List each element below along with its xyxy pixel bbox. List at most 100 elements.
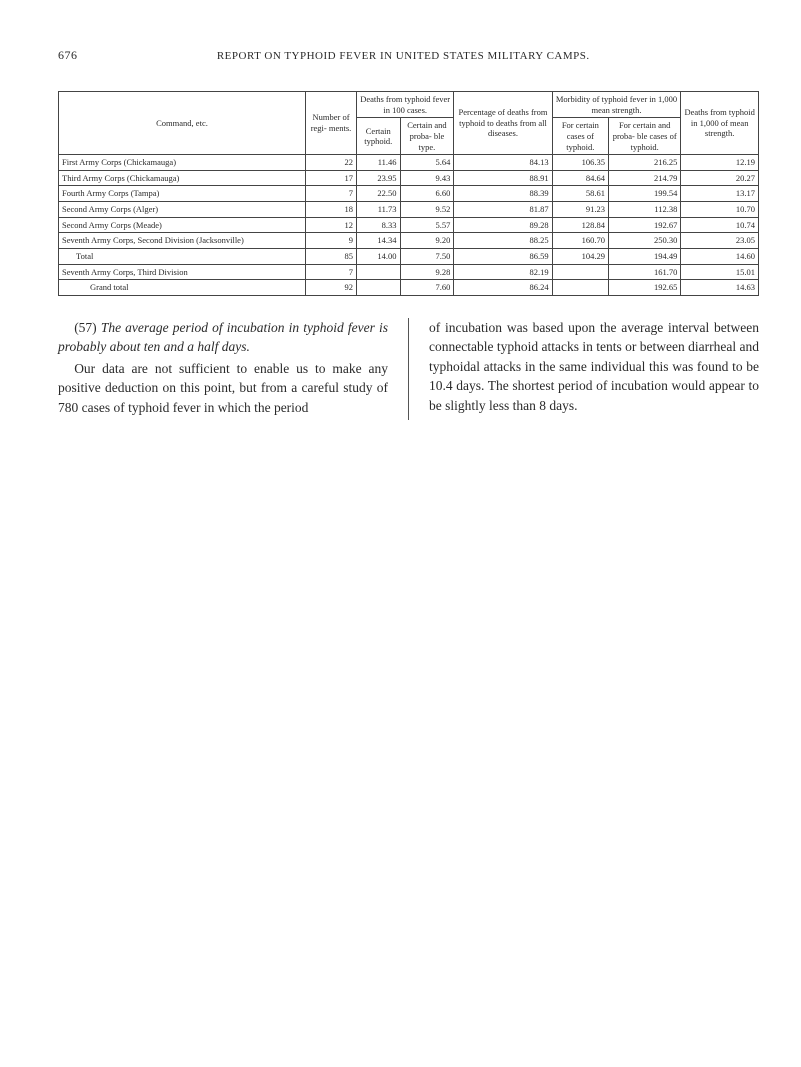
th-deaths-certain: Certain typhoid. [357,118,401,155]
cell-pct: 89.28 [454,217,552,233]
cell-n: 9 [306,233,357,249]
row-label: Second Army Corps (Alger) [59,202,306,218]
column-separator [408,318,409,420]
cell-pct: 84.13 [454,155,552,171]
cell-ds: 14.60 [681,248,759,264]
page-header: 676 REPORT ON TYPHOID FEVER IN UNITED ST… [58,48,759,63]
left-column: (57) The average period of incubation in… [58,318,388,420]
cell-d2: 9.20 [400,233,454,249]
cell-n: 92 [306,280,357,296]
cell-n: 18 [306,202,357,218]
table-row: Second Army Corps (Alger)1811.739.5281.8… [59,202,759,218]
cell-d2: 9.52 [400,202,454,218]
cell-n: 7 [306,186,357,202]
cell-d1: 22.50 [357,186,401,202]
cell-d1: 14.34 [357,233,401,249]
cell-n: 85 [306,248,357,264]
th-number-regiments: Number of regi- ments. [306,92,357,155]
cell-n: 12 [306,217,357,233]
cell-pct: 81.87 [454,202,552,218]
cell-n: 22 [306,155,357,171]
cell-m1: 160.70 [552,233,608,249]
cell-pct: 88.25 [454,233,552,249]
table-row: Second Army Corps (Meade)128.335.5789.28… [59,217,759,233]
cell-m1: 104.29 [552,248,608,264]
typhoid-stats-table: Command, etc. Number of regi- ments. Dea… [58,91,759,296]
cell-n: 7 [306,264,357,280]
cell-d1: 23.95 [357,170,401,186]
th-morbidity-certain: For certain cases of typhoid. [552,118,608,155]
row-label: Second Army Corps (Meade) [59,217,306,233]
row-label: Seventh Army Corps, Second Division (Jac… [59,233,306,249]
cell-ds: 13.17 [681,186,759,202]
cell-m1: 84.64 [552,170,608,186]
table-row: Total8514.007.5086.59104.29194.4914.60 [59,248,759,264]
cell-ds: 14.63 [681,280,759,296]
row-label: Grand total [59,280,306,296]
table-row: Grand total927.6086.24192.6514.63 [59,280,759,296]
cell-d1: 11.46 [357,155,401,171]
cell-ds: 12.19 [681,155,759,171]
cell-ds: 20.27 [681,170,759,186]
page-number: 676 [58,48,78,63]
cell-ds: 10.70 [681,202,759,218]
left-p2: Our data are not sufficient to enable us… [58,359,388,418]
cell-m2: 161.70 [609,264,681,280]
cell-ds: 23.05 [681,233,759,249]
cell-d2: 9.43 [400,170,454,186]
cell-m2: 199.54 [609,186,681,202]
table-row: Seventh Army Corps, Third Division79.288… [59,264,759,280]
table-row: Seventh Army Corps, Second Division (Jac… [59,233,759,249]
cell-d1: 14.00 [357,248,401,264]
th-deaths-strength: Deaths from typhoid in 1,000 of mean str… [681,92,759,155]
cell-m2: 216.25 [609,155,681,171]
cell-m1: 106.35 [552,155,608,171]
cell-m2: 192.67 [609,217,681,233]
left-p1: (57) The average period of incubation in… [58,318,388,357]
row-label: First Army Corps (Chickamauga) [59,155,306,171]
th-morbidity-group: Morbidity of typhoid fever in 1,000 mean… [552,92,681,118]
cell-m1: 58.61 [552,186,608,202]
cell-m1 [552,280,608,296]
cell-m1: 128.84 [552,217,608,233]
right-p1: of incubation was based upon the average… [429,318,759,416]
cell-d2: 5.64 [400,155,454,171]
row-label: Third Army Corps (Chickamauga) [59,170,306,186]
thesis-italic: The average period of incubation in typh… [58,320,388,355]
row-label: Total [59,248,306,264]
th-morbidity-probable: For certain and proba- ble cases of typh… [609,118,681,155]
cell-m2: 112.38 [609,202,681,218]
cell-m2: 194.49 [609,248,681,264]
cell-ds: 10.74 [681,217,759,233]
table-row: Third Army Corps (Chickamauga)1723.959.4… [59,170,759,186]
cell-d2: 6.60 [400,186,454,202]
table-row: Fourth Army Corps (Tampa)722.506.6088.39… [59,186,759,202]
row-label: Seventh Army Corps, Third Division [59,264,306,280]
cell-pct: 88.91 [454,170,552,186]
cell-pct: 88.39 [454,186,552,202]
cell-m1: 91.23 [552,202,608,218]
thesis-number: (57) [74,320,101,335]
cell-m2: 214.79 [609,170,681,186]
cell-d1: 8.33 [357,217,401,233]
cell-pct: 86.59 [454,248,552,264]
body-text: (57) The average period of incubation in… [58,318,759,420]
right-column: of incubation was based upon the average… [429,318,759,420]
row-label: Fourth Army Corps (Tampa) [59,186,306,202]
running-head: REPORT ON TYPHOID FEVER IN UNITED STATES… [217,50,590,62]
cell-m2: 192.65 [609,280,681,296]
cell-d2: 5.57 [400,217,454,233]
cell-d1 [357,280,401,296]
table-row: First Army Corps (Chickamauga)2211.465.6… [59,155,759,171]
cell-pct: 86.24 [454,280,552,296]
cell-d1: 11.73 [357,202,401,218]
cell-d2: 7.50 [400,248,454,264]
cell-d1 [357,264,401,280]
cell-pct: 82.19 [454,264,552,280]
th-command: Command, etc. [59,92,306,155]
th-percentage: Percentage of deaths from typhoid to dea… [454,92,552,155]
cell-ds: 15.01 [681,264,759,280]
cell-m2: 250.30 [609,233,681,249]
cell-n: 17 [306,170,357,186]
cell-m1 [552,264,608,280]
